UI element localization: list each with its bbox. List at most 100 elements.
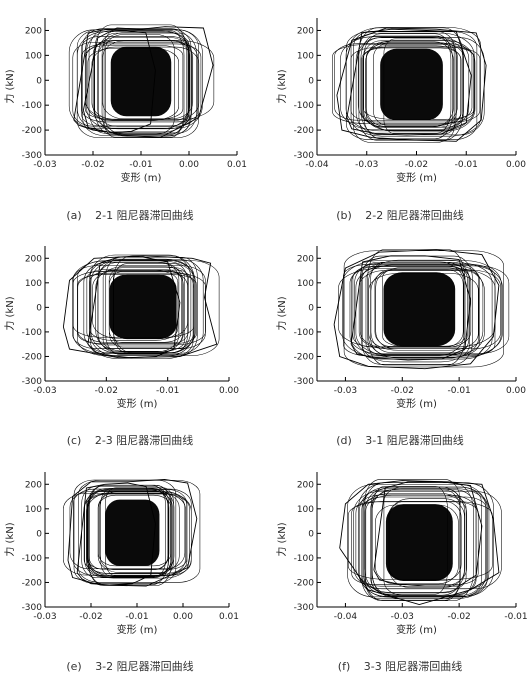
y-tick-label: 0 — [308, 76, 314, 86]
panel-e-caption: (e) 3-2 阻尼器滞回曲线 — [66, 659, 193, 673]
hysteresis-loop — [99, 491, 170, 570]
y-axis-title: 力 (kN) — [275, 296, 288, 330]
hysteresis-core — [383, 272, 456, 347]
hysteresis-loop — [105, 256, 198, 355]
x-tick-label: -0.01 — [455, 160, 478, 170]
x-axis-title: 变形 (m) — [121, 171, 162, 184]
panel-b-caption-text: 2-2 阻尼器滞回曲线 — [365, 208, 463, 222]
x-tick-label: -0.01 — [129, 160, 152, 170]
y-tick-label: 100 — [297, 51, 314, 61]
x-axis-title: 变形 (m) — [396, 397, 437, 410]
hysteresis-loop — [342, 260, 502, 358]
hysteresis-loop — [358, 482, 494, 597]
hysteresis-loop — [81, 43, 202, 123]
hysteresis-loop — [350, 27, 481, 137]
hysteresis-loop — [72, 271, 195, 338]
x-tick-label: -0.03 — [391, 612, 414, 622]
y-axis-title: 力 (kN) — [275, 69, 288, 103]
hysteresis-loop — [383, 38, 457, 135]
x-tick-label: -0.03 — [33, 612, 56, 622]
x-tick-label: -0.04 — [305, 160, 329, 170]
hysteresis-loop — [100, 487, 166, 577]
hysteresis-loop — [365, 40, 476, 132]
series-1-line — [346, 28, 472, 136]
y-axis-title: 力 (kN) — [3, 69, 16, 103]
series-1-line — [350, 255, 471, 361]
hysteresis-loop — [370, 488, 488, 599]
hysteresis-loop — [361, 496, 487, 590]
x-tick-label: 0.00 — [506, 386, 526, 396]
series-2-line — [62, 255, 218, 359]
hysteresis-loop — [365, 41, 454, 127]
hysteresis-loop — [78, 480, 201, 583]
y-tick-label: -200 — [22, 126, 43, 136]
hysteresis-loop — [86, 269, 182, 343]
y-tick-label: 200 — [25, 26, 42, 36]
series-2-line — [82, 26, 214, 139]
hysteresis-loop — [347, 484, 486, 598]
hysteresis-loop — [357, 36, 458, 128]
panel-c-caption-text: 2-3 阻尼器滞回曲线 — [95, 433, 193, 447]
hysteresis-loop — [87, 48, 179, 121]
hysteresis-core — [109, 274, 177, 340]
hysteresis-loop — [108, 267, 189, 343]
panel-a-caption: (a) 2-1 阻尼器滞回曲线 — [66, 208, 193, 222]
hysteresis-loop — [353, 30, 455, 143]
x-tick-label: -0.03 — [33, 160, 56, 170]
y-axis-title: 力 (kN) — [275, 522, 288, 556]
x-axis-title: 变形 (m) — [117, 397, 158, 410]
panel-a: (a) 2-1 阻尼器滞回曲线 -0.03 -0.02 -0.01 0.00 0.01 2… — [3, 18, 247, 222]
y-tick-label: 100 — [25, 51, 42, 61]
panel-d-caption: (d) 3-1 阻尼器滞回曲线 — [336, 433, 464, 447]
x-tick-label: -0.02 — [79, 612, 102, 622]
hysteresis-loop — [375, 269, 484, 350]
y-tick-label: 200 — [297, 480, 314, 490]
hysteresis-loop — [94, 24, 188, 135]
hysteresis-loop — [332, 44, 474, 125]
x-tick-label: -0.02 — [81, 160, 104, 170]
panel-e-label: (e) — [66, 660, 81, 673]
y-tick-label: -200 — [22, 578, 43, 588]
x-tick-label: -0.03 — [334, 386, 357, 396]
panel-b-caption: (b) 2-2 阻尼器滞回曲线 — [336, 208, 464, 222]
y-tick-label: -100 — [22, 328, 43, 338]
hysteresis-loop — [347, 501, 493, 580]
y-axis-title: 力 (kN) — [3, 296, 16, 330]
y-tick-label: -200 — [294, 352, 315, 362]
x-tick-label: -0.01 — [447, 386, 470, 396]
panel-c: (c) 2-3 阻尼器滞回曲线 -0.03 -0.02 -0.01 0.00 200 10… — [3, 246, 239, 447]
series-2-line — [336, 27, 487, 142]
y-tick-label: 200 — [297, 26, 314, 36]
hysteresis-loop — [359, 265, 472, 348]
hysteresis-core — [385, 504, 453, 581]
hysteresis-core — [105, 499, 160, 566]
hysteresis-loop — [353, 491, 502, 589]
panel-a-label: (a) — [66, 209, 81, 222]
y-tick-label: 200 — [25, 480, 42, 490]
x-tick-label: 0.00 — [179, 160, 199, 170]
y-tick-label: 0 — [36, 529, 42, 539]
panel-d: (d) 3-1 阻尼器滞回曲线 -0.03 -0.02 -0.01 0.00 200 10… — [275, 246, 526, 447]
y-tick-label: -100 — [294, 554, 315, 564]
y-tick-label: 0 — [308, 303, 314, 313]
y-tick-label: -200 — [294, 578, 315, 588]
x-axis-title: 变形 (m) — [396, 171, 437, 184]
x-tick-label: -0.03 — [355, 160, 378, 170]
hysteresis-loop — [355, 494, 468, 587]
hysteresis-loop — [102, 266, 186, 352]
y-axis-title: 力 (kN) — [3, 522, 16, 556]
y-tick-label: 0 — [36, 303, 42, 313]
hysteresis-loop — [358, 27, 463, 141]
hysteresis-loop — [368, 273, 479, 351]
x-tick-label: -0.03 — [33, 386, 56, 396]
hysteresis-loop — [374, 504, 459, 585]
series-1-line — [76, 482, 156, 586]
hysteresis-loop — [68, 29, 203, 129]
panel-c-label: (c) — [67, 434, 82, 447]
series-1-line — [73, 28, 156, 134]
y-tick-label: 0 — [36, 76, 42, 86]
hysteresis-loop — [85, 40, 215, 120]
x-tick-label: -0.02 — [405, 160, 428, 170]
x-axis-title: 变形 (m) — [117, 623, 158, 636]
